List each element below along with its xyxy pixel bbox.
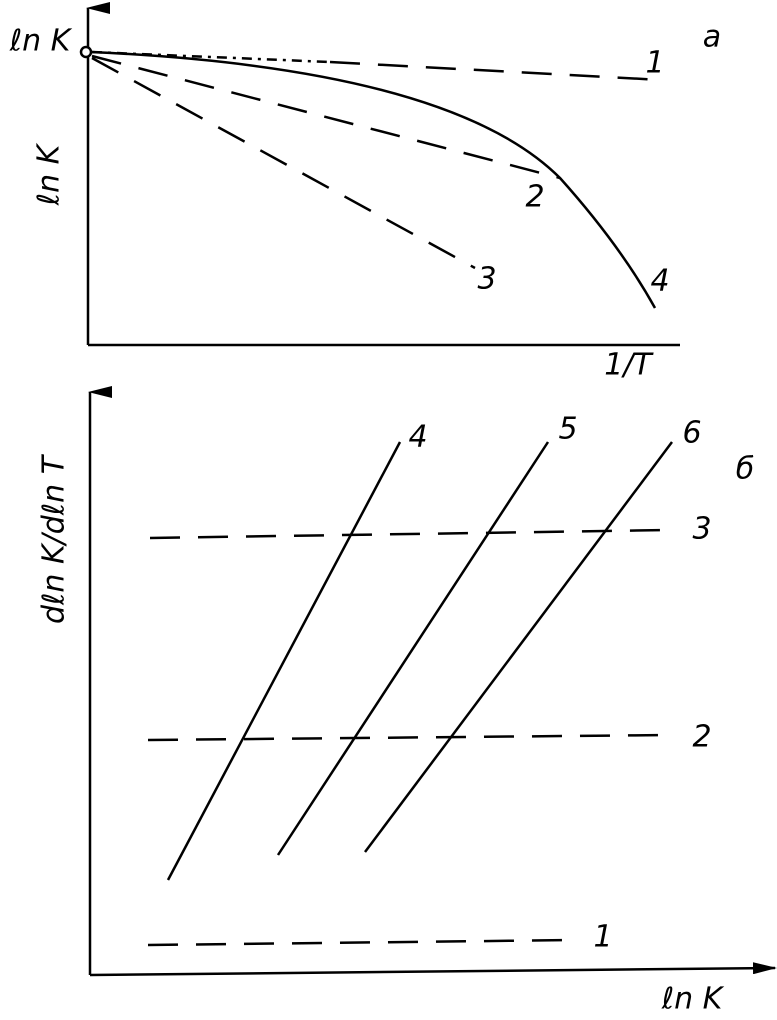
curve-label: 2 [525, 180, 544, 215]
panel-b: dℓn K/dℓn T ℓn K 1 2 3 4 5 6 б [37, 386, 777, 1017]
panel-a: ℓn K ℓn K 1/T 1 2 3 4 a [9, 2, 721, 383]
curve-label: 3 [477, 262, 496, 297]
panel-label: a [703, 20, 721, 55]
line-5 [276, 441, 550, 856]
curve-label: 1 [645, 46, 664, 81]
y-axis-top-label: ℓn K [9, 24, 73, 59]
x-axis [89, 962, 777, 977]
line-4 [166, 441, 402, 881]
line-label: 5 [558, 412, 577, 447]
line-2 [147, 733, 671, 742]
line-2 [91, 54, 561, 180]
line-3 [149, 528, 671, 540]
line-label: 3 [692, 512, 711, 547]
panel-label: б [736, 452, 755, 487]
origin-point [79, 45, 93, 59]
y-axis-label: dℓn K/dℓn T [37, 453, 72, 624]
line-label: 6 [682, 416, 701, 451]
line-label: 4 [408, 420, 427, 455]
x-axis-label: ℓn K [661, 982, 725, 1017]
x-axis-label: 1/T [604, 348, 654, 383]
line-label: 1 [593, 920, 612, 955]
line-3 [91, 56, 476, 270]
curve-label: 4 [650, 264, 669, 299]
line-label: 2 [692, 720, 711, 755]
curve-4 [89, 50, 657, 309]
y-axis-label: ℓn K [32, 142, 67, 206]
line-1 [329, 60, 663, 82]
line-6 [363, 441, 674, 853]
line-1 [147, 938, 576, 947]
